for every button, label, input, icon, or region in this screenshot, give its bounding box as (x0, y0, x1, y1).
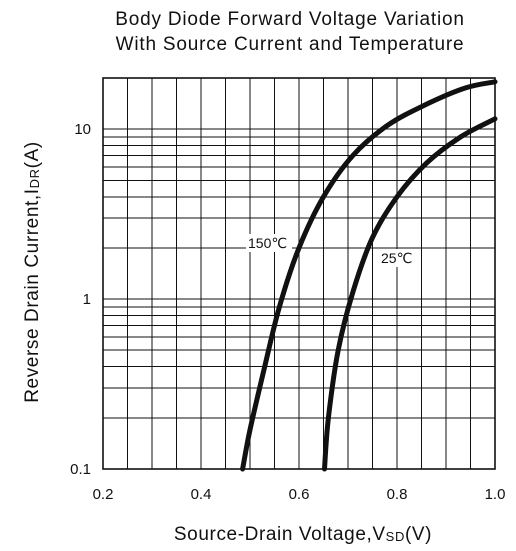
chart-title-line-1: Body Diode Forward Voltage Variation (115, 9, 465, 30)
grid (103, 78, 495, 469)
y-tick-labels: 0.1 1 10 (70, 121, 91, 478)
x-axis-label: Source-Drain Voltage,VSD(V) (174, 524, 432, 545)
curve-label-background (379, 249, 417, 267)
x-tick-label: 0.6 (289, 486, 310, 503)
curve-label-background (246, 234, 292, 252)
x-tick-label: 0.4 (191, 486, 212, 503)
x-tick-label: 0.8 (387, 486, 408, 503)
x-tick-label: 1.0 (485, 486, 506, 503)
series-label-25c: 25℃ (381, 250, 412, 266)
series-line-25c (322, 116, 498, 472)
y-tick-label: 0.1 (70, 461, 91, 478)
curves (240, 79, 498, 472)
y-tick-label: 10 (74, 121, 91, 138)
x-tick-label: 0.2 (93, 486, 114, 503)
curve-labels: 150℃ 25℃ (246, 234, 417, 267)
chart-title-line-2: With Source Current and Temperature (116, 34, 465, 55)
y-tick-label: 1 (83, 291, 91, 308)
x-tick-labels: 0.2 0.4 0.6 0.8 1.0 (93, 486, 506, 503)
series-line-150c (240, 79, 498, 472)
y-axis-label: Reverse Drain Current,IDR(A) (22, 141, 43, 403)
series-label-150c: 150℃ (248, 235, 287, 251)
plot-frame (102, 77, 496, 470)
